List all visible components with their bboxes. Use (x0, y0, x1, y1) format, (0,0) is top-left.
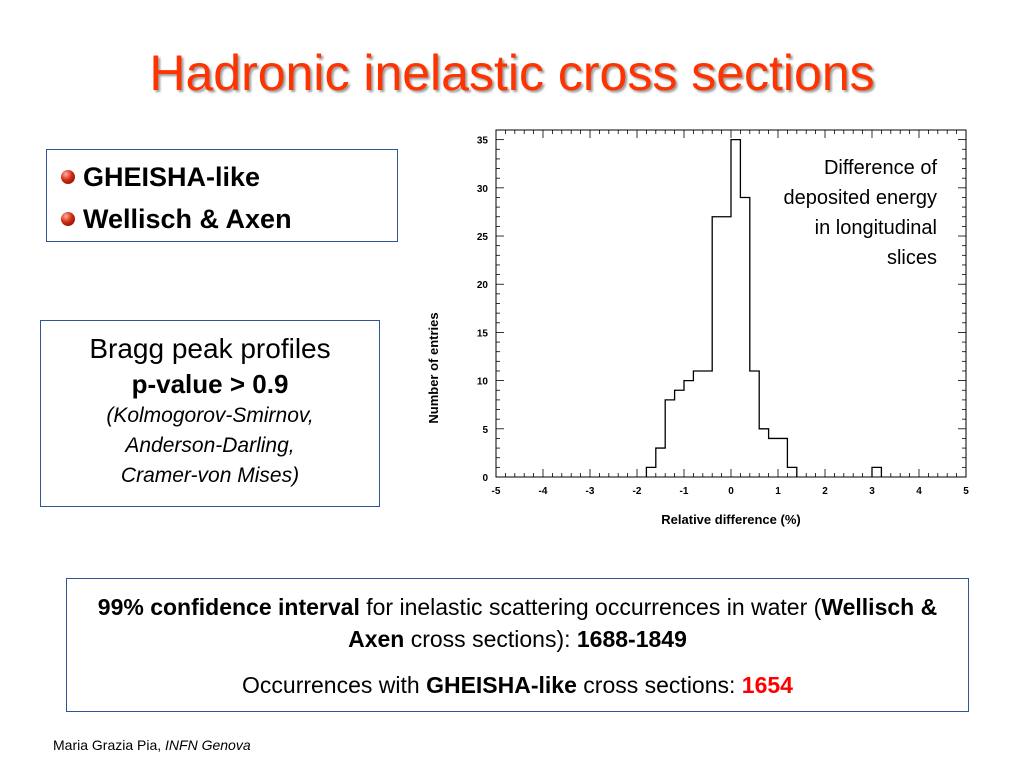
x-tick-label: 2 (822, 486, 828, 497)
test-name: (Kolmogorov-Smirnov, (106, 404, 314, 427)
annotation-line: deposited energy (783, 187, 937, 209)
x-tick-label: -5 (492, 486, 501, 497)
histogram-bin (656, 448, 665, 477)
footer: Maria Grazia Pia, INFN Genova (53, 737, 251, 753)
annotation-line: slices (886, 247, 937, 269)
y-tick-label: 10 (477, 377, 489, 388)
p-value-threshold: > 0.9 (222, 369, 289, 399)
x-tick-label: -1 (680, 486, 689, 497)
ci-range: 1688-1849 (576, 626, 687, 652)
ci-model: Wellisch & Axen (348, 594, 938, 652)
y-tick-label: 0 (482, 473, 488, 484)
annotation-line: in longitudinal (814, 217, 937, 239)
histogram-bin (872, 467, 881, 477)
x-tick-label: -3 (586, 486, 595, 497)
y-tick-label: 30 (477, 184, 489, 195)
histogram-bin (665, 400, 674, 477)
histogram-bin (693, 371, 702, 477)
model-item: GHEISHA-like (61, 156, 397, 198)
x-tick-label: 5 (963, 486, 969, 497)
bullet-icon (61, 212, 75, 226)
histogram-bin (759, 429, 768, 477)
model-label: Wellisch & Axen (83, 203, 292, 234)
footer-author: Maria Grazia Pia, (53, 737, 166, 753)
occ-text: cross sections: (576, 672, 742, 698)
y-axis-label: Number of entries (426, 312, 441, 423)
x-tick-label: 1 (775, 486, 781, 497)
occ-value: 1654 (741, 672, 793, 698)
histogram-svg: -5 -4 -3 -2 -1 0 1 2 3 4 5 0 5 10 15 20 25 30 35 Relative… (426, 129, 969, 527)
footer-affiliation: INFN Genova (165, 737, 251, 753)
occurrences-statement: Occurrences with GHEISHA-like cross sect… (67, 669, 968, 701)
occ-model: GHEISHA-like (426, 672, 577, 698)
y-tick-label: 20 (477, 280, 489, 291)
histogram-bin (703, 371, 712, 477)
y-tick-label: 15 (477, 328, 489, 339)
p-value-line: p-value > 0.9 (41, 367, 379, 401)
y-tick-label: 25 (477, 232, 489, 243)
x-tick-label: 3 (869, 486, 875, 497)
histogram-bin (750, 371, 759, 477)
histogram-bin (712, 217, 721, 477)
histogram-bin (646, 467, 655, 477)
models-box: GHEISHA-like Wellisch & Axen (46, 149, 398, 242)
x-axis-label: Relative difference (%) (661, 512, 800, 527)
histogram-bin (787, 467, 796, 477)
histogram-bin (684, 381, 693, 477)
x-tick-label: -2 (633, 486, 642, 497)
annotation-line: Difference of (823, 157, 937, 179)
bragg-heading: Bragg peak profiles (89, 333, 331, 364)
confidence-statement: 99% confidence interval for inelastic sc… (67, 591, 968, 655)
histogram-outline (645, 138, 883, 477)
x-tick-label: 4 (916, 486, 922, 497)
y-tick-label: 5 (482, 425, 488, 436)
ci-text: for inelastic scattering occurrences in … (359, 594, 822, 620)
histogram-bin (722, 217, 731, 477)
model-label: GHEISHA-like (83, 161, 261, 192)
bullet-icon (61, 170, 75, 184)
y-tick-label: 35 (477, 136, 489, 147)
model-item: Wellisch & Axen (61, 198, 397, 240)
x-tick-label: -4 (539, 486, 548, 497)
confidence-box: 99% confidence interval for inelastic sc… (66, 578, 969, 712)
ci-label: 99% confidence interval (97, 594, 360, 620)
p-value-label: p-value (131, 369, 223, 399)
ci-text: cross sections): (404, 626, 577, 652)
x-tick-label: 0 (728, 486, 734, 497)
histogram-bin (778, 438, 787, 477)
test-name: Anderson-Darling, (125, 434, 295, 457)
histogram-bin (675, 390, 684, 477)
chart-annotation: Difference of deposited energy in longit… (737, 153, 937, 273)
histogram-chart: -5 -4 -3 -2 -1 0 1 2 3 4 5 0 5 10 15 20 25 30 35 Relative… (420, 120, 980, 545)
bragg-peak-box: Bragg peak profiles p-value > 0.9 (Kolmo… (40, 320, 380, 507)
test-name: Cramer-von Mises) (120, 464, 300, 487)
histogram-bin (769, 438, 778, 477)
slide-title: Hadronic inelastic cross sections (149, 45, 875, 101)
occ-text: Occurrences with (242, 672, 427, 698)
